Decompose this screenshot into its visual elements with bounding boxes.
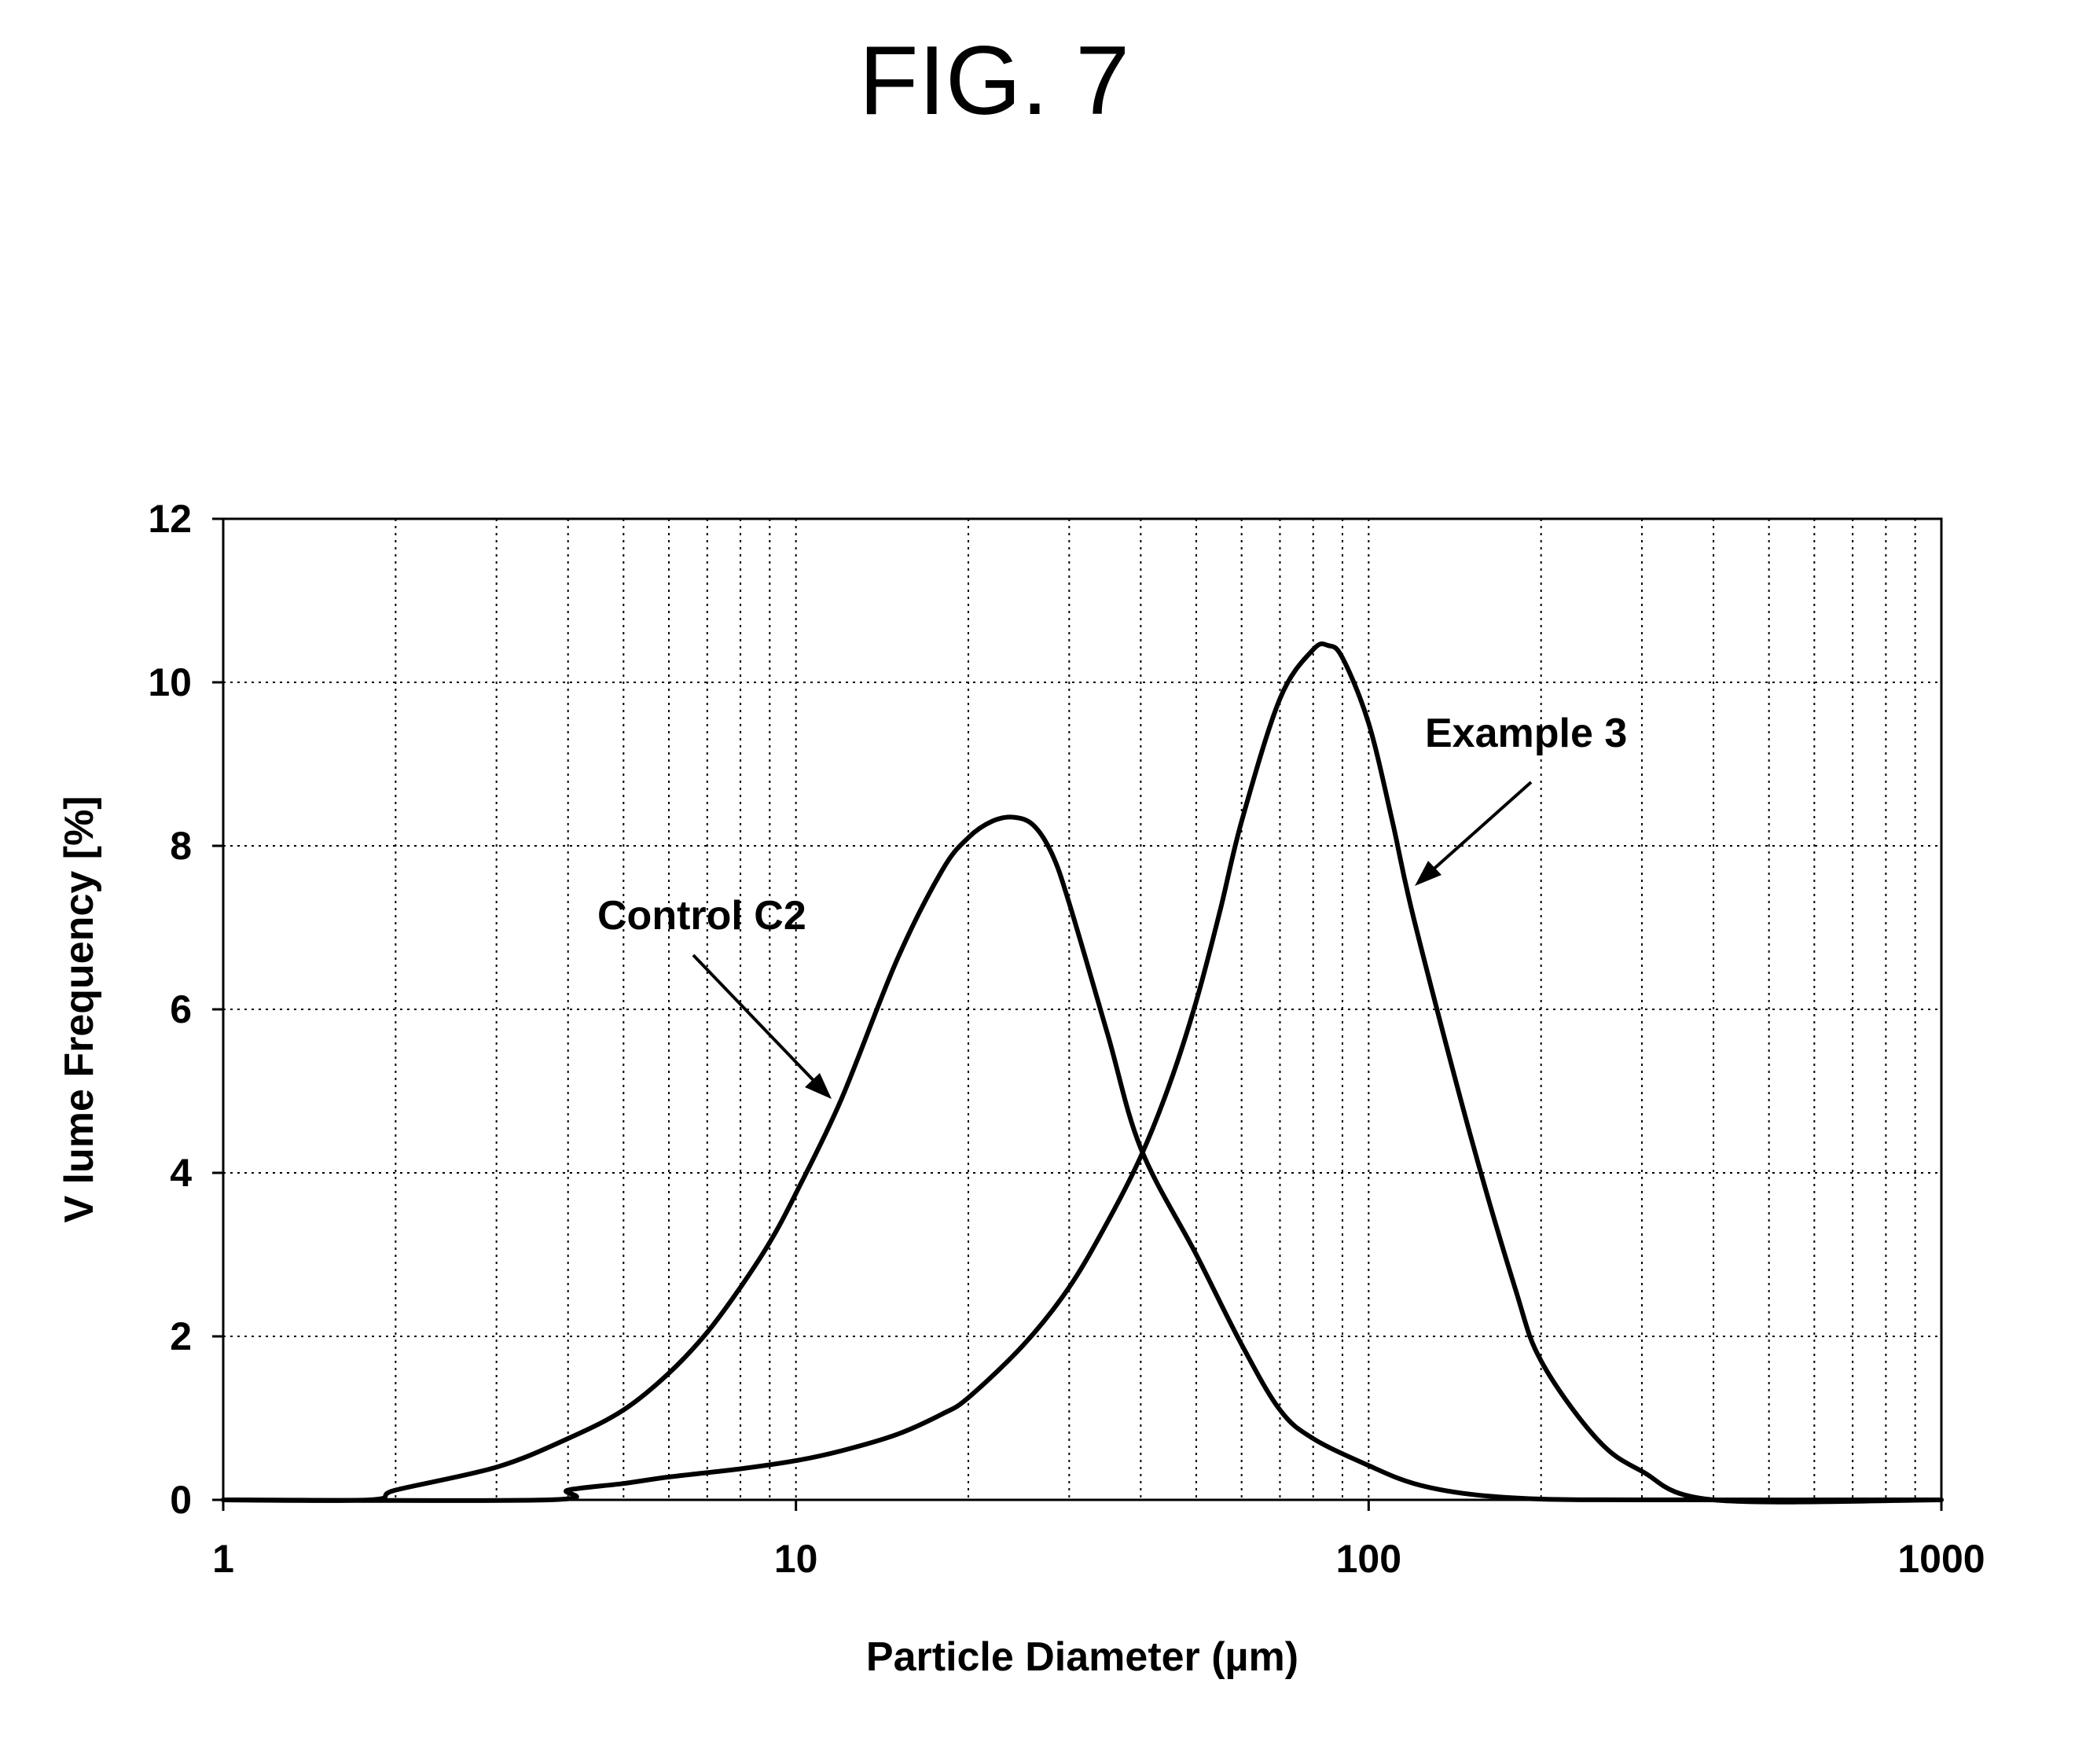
axis-ticks: 0 2 4 6 8 10 12 1 10 100 1000 — [148, 497, 1985, 1581]
arrow-example-3-shaft — [1423, 782, 1531, 879]
arrow-control-c2-shaft — [693, 955, 825, 1093]
x-tick-label: 1000 — [1897, 1537, 1985, 1581]
grid — [223, 519, 1941, 1500]
x-tick-label: 100 — [1336, 1537, 1401, 1581]
figure-title: FIG. 7 — [859, 27, 1130, 135]
plot-frame — [223, 519, 1941, 1500]
y-tick-label: 0 — [170, 1478, 192, 1522]
series-layer — [223, 644, 1941, 1502]
y-axis-label: V lume Frequency [%] — [57, 796, 102, 1222]
y-tick-label: 4 — [170, 1151, 192, 1195]
x-tick-label: 10 — [774, 1537, 818, 1581]
y-tick-label: 2 — [170, 1314, 192, 1358]
chart: 0 2 4 6 8 10 12 1 10 100 1000 Particle Diameter (µ… — [57, 497, 1985, 1680]
y-tick-label: 10 — [148, 660, 192, 704]
x-axis-label: Particle Diameter (µm) — [866, 1634, 1298, 1680]
y-tick-label: 6 — [170, 987, 192, 1031]
y-tick-label: 12 — [148, 497, 192, 541]
series-line-example-3 — [223, 644, 1941, 1502]
y-tick-label: 8 — [170, 824, 192, 868]
x-tick-label: 1 — [212, 1537, 234, 1581]
annotation-control-c2: Control C2 — [597, 893, 806, 939]
series-line-control-c2 — [223, 817, 1941, 1501]
annotation-example-3: Example 3 — [1425, 711, 1627, 756]
